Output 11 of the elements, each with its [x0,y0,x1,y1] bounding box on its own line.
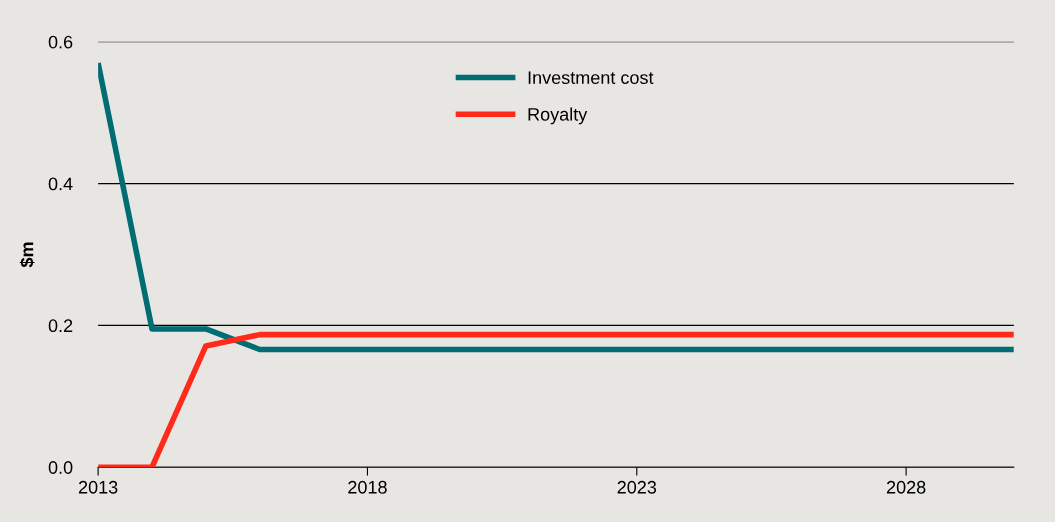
x-tick-label: 2018 [348,480,387,494]
x-tick-label: 2013 [78,480,118,494]
y-axis-title: $m [19,242,35,268]
x-tick-label: 2028 [886,480,926,494]
y-tick-label: 0.4 [48,177,73,191]
y-tick-label: 0.2 [48,319,73,333]
legend-label: Royalty [528,107,588,125]
y-tick-label: 0.0 [48,461,73,474]
y-tick-label: 0.6 [48,35,73,49]
x-tick-label: 2023 [617,480,657,494]
legend-label: Investment cost [528,71,654,85]
